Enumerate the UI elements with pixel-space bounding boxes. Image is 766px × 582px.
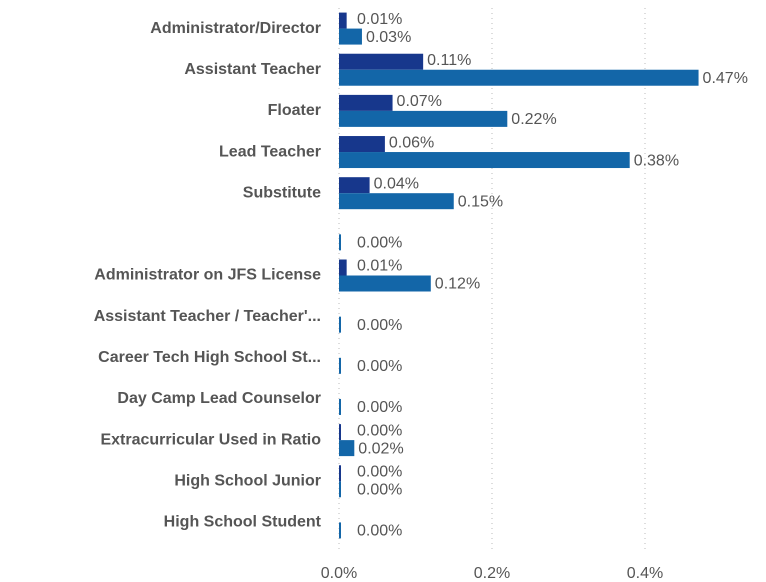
bar — [339, 28, 362, 45]
value-label: 0.04% — [374, 175, 419, 192]
bar — [339, 136, 385, 153]
bar — [339, 110, 508, 127]
category-label: High School Student — [164, 514, 322, 531]
value-label: 0.47% — [703, 70, 748, 87]
value-label: 0.01% — [357, 11, 402, 28]
value-label: 0.07% — [397, 93, 442, 110]
bar — [339, 12, 347, 29]
value-label: 0.12% — [435, 276, 480, 293]
value-label: 0.00% — [357, 463, 402, 480]
bar — [339, 398, 341, 415]
bar — [339, 259, 347, 276]
bar — [339, 440, 355, 457]
value-label: 0.00% — [357, 235, 402, 252]
bar — [339, 53, 424, 70]
value-label: 0.22% — [511, 111, 556, 128]
value-label: 0.01% — [357, 258, 402, 275]
category-label: Administrator/Director — [150, 20, 321, 37]
value-label: 0.11% — [427, 52, 471, 69]
bar — [339, 275, 431, 292]
bar — [339, 465, 341, 482]
category-label: Extracurricular Used in Ratio — [100, 431, 321, 448]
bar — [339, 522, 341, 539]
bar — [339, 234, 341, 251]
value-label: 0.06% — [389, 134, 434, 151]
value-label: 0.00% — [357, 523, 402, 540]
value-label: 0.00% — [357, 358, 402, 375]
bar — [339, 152, 630, 169]
bar — [339, 177, 370, 194]
category-label: Day Camp Lead Counselor — [117, 390, 321, 407]
category-label: Career Tech High School St... — [98, 349, 321, 366]
bar — [339, 69, 699, 86]
bar — [339, 481, 341, 498]
category-label: Floater — [268, 102, 321, 119]
category-label: Administrator on JFS License — [94, 267, 321, 284]
x-tick-label: 0.4% — [627, 565, 663, 582]
value-label: 0.38% — [634, 152, 679, 169]
bar — [339, 193, 454, 210]
category-label: High School Junior — [174, 472, 321, 489]
bar — [339, 357, 341, 374]
x-tick-label: 0.0% — [321, 565, 357, 582]
value-label: 0.00% — [357, 399, 402, 416]
category-label: Substitute — [243, 184, 321, 201]
value-label: 0.03% — [366, 29, 411, 46]
value-label: 0.15% — [458, 193, 503, 210]
value-label: 0.00% — [357, 481, 402, 498]
value-label: 0.00% — [357, 317, 402, 334]
bar — [339, 424, 341, 441]
category-label: Assistant Teacher — [184, 61, 321, 78]
value-label: 0.00% — [357, 422, 402, 439]
category-label: Assistant Teacher / Teacher'... — [94, 308, 321, 325]
category-label: Lead Teacher — [219, 143, 321, 160]
bar — [339, 94, 393, 111]
value-label: 0.02% — [358, 440, 403, 457]
bar — [339, 316, 341, 333]
x-tick-label: 0.2% — [474, 565, 510, 582]
